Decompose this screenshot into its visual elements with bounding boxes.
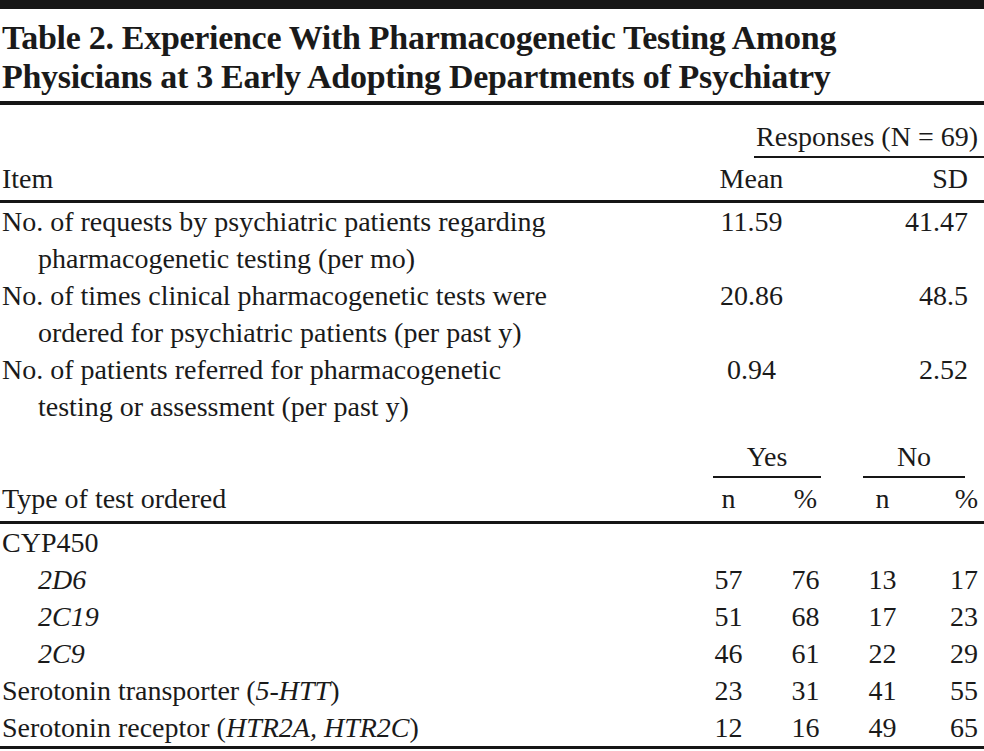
test-label: CYP450 — [0, 524, 690, 561]
test-label-prefix: Serotonin transporter ( — [2, 675, 256, 706]
yes-n-value: 46 — [690, 635, 767, 672]
test-label: 2D6 — [0, 561, 690, 598]
stat-label-line1: No. of patients referred for pharmacogen… — [2, 351, 659, 388]
test-row: 2C19 51 68 17 23 — [0, 598, 984, 635]
yes-n-value: 51 — [690, 598, 767, 635]
test-row: Serotonin transporter (5-HTT) 23 31 41 5… — [0, 672, 984, 709]
yes-group: Yes — [690, 438, 844, 478]
mean-column-header: Mean — [659, 160, 844, 197]
yes-no-header-row: Yes No — [0, 438, 984, 478]
stat-row: No. of requests by psychiatric patients … — [0, 203, 984, 277]
stats-column-header-row: Item Mean SD — [0, 158, 984, 200]
yes-pct-value: 76 — [767, 561, 844, 598]
test-type-header: Type of test ordered — [0, 480, 690, 517]
bottom-rule — [0, 746, 984, 749]
no-pct-value: 17 — [921, 561, 984, 598]
test-row: CYP450 — [0, 524, 984, 561]
test-row: Serotonin receptor (HTR2A, HTR2C) 12 16 … — [0, 709, 984, 746]
no-group-header: No — [863, 438, 965, 478]
mean-value: 0.94 — [659, 351, 844, 388]
test-label-gene: 5-HTT — [256, 675, 331, 706]
test-label: 2C19 — [0, 598, 690, 635]
stat-label-line2: ordered for psychiatric patients (per pa… — [2, 314, 659, 351]
no-n-value: 13 — [844, 561, 921, 598]
yes-pct-value: 68 — [767, 598, 844, 635]
test-label-gene: HTR2A, HTR2C — [226, 712, 410, 743]
stat-label-line2: testing or assessment (per past y) — [2, 388, 659, 425]
stat-label: No. of requests by psychiatric patients … — [0, 203, 659, 277]
responses-group-header: Responses (N = 69) — [754, 118, 984, 158]
test-row: 2C9 46 61 22 29 — [0, 635, 984, 672]
responses-header-row: Responses (N = 69) — [0, 118, 984, 158]
stat-label: No. of times clinical pharmacogenetic te… — [0, 277, 659, 351]
stat-label-line1: No. of requests by psychiatric patients … — [2, 203, 659, 240]
yes-pct-value: 61 — [767, 635, 844, 672]
title-rule — [0, 101, 984, 105]
stat-label-line2: pharmacogenetic testing (per mo) — [2, 240, 659, 277]
mean-value: 11.59 — [659, 203, 844, 240]
stat-label-line1: No. of times clinical pharmacogenetic te… — [2, 277, 659, 314]
sd-value: 2.52 — [844, 351, 984, 388]
yes-n-value: 23 — [690, 672, 767, 709]
stat-row: No. of patients referred for pharmacogen… — [0, 351, 984, 425]
table-figure: Table 2. Experience With Pharmacogenetic… — [0, 0, 984, 751]
no-pct-column-header: % — [921, 480, 984, 517]
top-black-bar — [0, 0, 984, 9]
table-title: Table 2. Experience With Pharmacogenetic… — [0, 9, 984, 101]
item-column-header: Item — [0, 160, 659, 197]
yes-n-value: 57 — [690, 561, 767, 598]
yes-pct-value: 31 — [767, 672, 844, 709]
no-group: No — [844, 438, 984, 478]
yes-n-column-header: n — [690, 480, 767, 517]
mean-value: 20.86 — [659, 277, 844, 314]
test-label: Serotonin receptor (HTR2A, HTR2C) — [0, 709, 690, 746]
tests-column-header-row: Type of test ordered n % n % — [0, 478, 984, 521]
sd-value: 48.5 — [844, 277, 984, 314]
no-n-column-header: n — [844, 480, 921, 517]
yes-pct-column-header: % — [767, 480, 844, 517]
sd-column-header: SD — [844, 160, 984, 197]
test-row: 2D6 57 76 13 17 — [0, 561, 984, 598]
no-pct-value: 65 — [921, 709, 984, 746]
sd-value: 41.47 — [844, 203, 984, 240]
table-title-line2: Physicians at 3 Early Adopting Departmen… — [2, 57, 984, 96]
no-pct-value: 55 — [921, 672, 984, 709]
stat-row: No. of times clinical pharmacogenetic te… — [0, 277, 984, 351]
no-n-value: 22 — [844, 635, 921, 672]
yes-n-value: 12 — [690, 709, 767, 746]
test-label: 2C9 — [0, 635, 690, 672]
no-n-value: 41 — [844, 672, 921, 709]
responses-group: Responses (N = 69) — [644, 118, 984, 158]
test-label-suffix: ) — [330, 675, 339, 706]
table-title-line1: Table 2. Experience With Pharmacogenetic… — [2, 18, 984, 57]
stat-label: No. of patients referred for pharmacogen… — [0, 351, 659, 425]
no-pct-value: 23 — [921, 598, 984, 635]
test-label-suffix: ) — [410, 712, 419, 743]
yes-group-header: Yes — [713, 438, 822, 478]
test-label: Serotonin transporter (5-HTT) — [0, 672, 690, 709]
no-n-value: 49 — [844, 709, 921, 746]
yes-pct-value: 16 — [767, 709, 844, 746]
test-label-prefix: Serotonin receptor ( — [2, 712, 226, 743]
no-n-value: 17 — [844, 598, 921, 635]
no-pct-value: 29 — [921, 635, 984, 672]
